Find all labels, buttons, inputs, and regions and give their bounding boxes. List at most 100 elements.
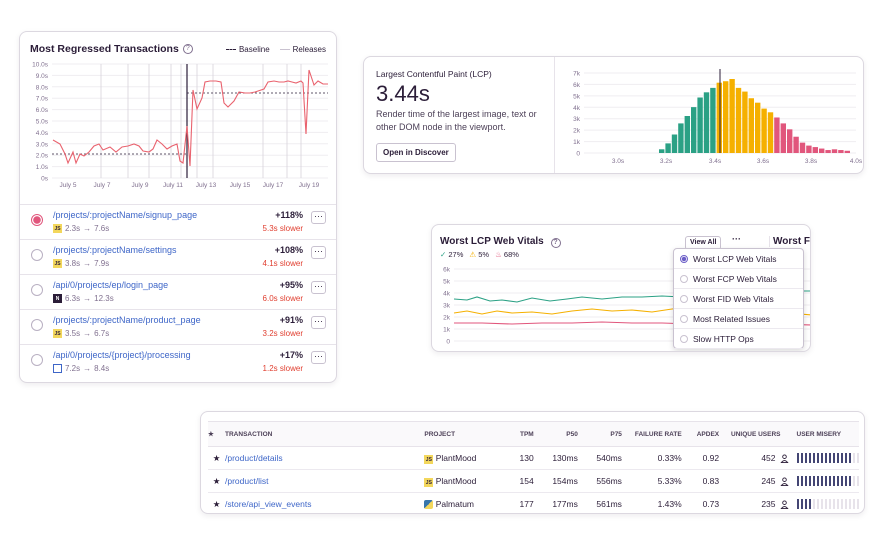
histogram-bar (697, 97, 703, 153)
transaction-name[interactable]: /api/0/projects/{project}/processing (53, 350, 191, 360)
transaction-row[interactable]: /projects/:projectName/signup_page JS 2.3s… (20, 204, 336, 239)
star-icon[interactable]: ★ (208, 469, 226, 493)
select-radio[interactable] (31, 214, 43, 226)
y-tick-label: 1.0s (36, 164, 49, 171)
arrow-right-icon: → (83, 224, 92, 233)
transaction-row[interactable]: /projects/:projectName/product_page JS 3.5… (20, 309, 336, 344)
transaction-link[interactable]: /store/api_view_events (225, 492, 425, 513)
transaction-row[interactable]: /api/0/projects/{project}/processing 7.2s… (20, 344, 336, 379)
star-icon[interactable]: ★ (208, 446, 226, 470)
star-icon[interactable]: ★ (208, 492, 226, 513)
menu-item[interactable]: Most Related Issues (674, 309, 803, 329)
y-tick-label: 6k (443, 267, 451, 274)
transaction-row[interactable]: /projects/:projectName/settings JS 3.8s → 7.… (20, 239, 336, 274)
failure-rate-cell: 0.33% (631, 446, 692, 470)
table-row[interactable]: ★/store/api_view_events Palmatum 177 177ms… (208, 492, 859, 513)
row-menu-button[interactable]: ··· (311, 316, 326, 329)
row-menu-button[interactable]: ··· (311, 351, 326, 364)
lcp-histogram: 7k 6k 5k 4k 3k 2k 1k 0 3.0s 3.2s 3.4s 3.6s 3.8s 4.0s (573, 69, 863, 165)
col-unique-users[interactable]: UNIQUE USERS (729, 421, 791, 447)
lcp-value: 3.44s (376, 81, 430, 106)
y-tick-label: 4.0s (36, 130, 49, 137)
star-header-icon[interactable]: ★ (208, 421, 226, 447)
x-tick-label: July 9 (132, 182, 149, 189)
y-tick-label: 5k (443, 279, 451, 286)
y-tick-label: 2.0s (36, 153, 49, 160)
apdex-cell: 0.83 (691, 469, 730, 493)
regression-percent: +17% (279, 350, 303, 360)
table-row[interactable]: ★/product/details JS PlantMood 130 130ms 540… (208, 446, 859, 470)
col-user-misery[interactable]: USER MISERY (790, 421, 859, 447)
col-transaction[interactable]: TRANSACTION (225, 421, 425, 447)
select-radio[interactable] (31, 354, 43, 366)
user-misery-bar (796, 453, 859, 464)
y-tick-label: 9.0s (36, 73, 49, 80)
series-line (52, 69, 328, 167)
select-radio[interactable] (31, 284, 43, 296)
p50-cell: 154ms (543, 469, 588, 493)
menu-radio (680, 255, 688, 263)
help-icon[interactable]: ? (550, 238, 561, 248)
misery-bar-segment (852, 499, 855, 510)
transaction-name[interactable]: /projects/:projectName/settings (53, 245, 177, 255)
misery-bar-segment (828, 499, 831, 510)
histogram-bar (793, 136, 799, 153)
menu-item[interactable]: Worst LCP Web Vitals (674, 249, 803, 269)
user-misery-bar (796, 476, 859, 487)
menu-item[interactable]: Worst FID Web Vitals (674, 289, 803, 309)
y-tick-label: 7k (573, 71, 581, 78)
regressed-title: Most Regressed Transactions (30, 43, 179, 55)
nextjs-icon: N (53, 294, 62, 303)
user-misery-cell (790, 492, 859, 513)
histogram-bar (787, 129, 793, 153)
more-options-button[interactable]: ··· (732, 234, 741, 244)
col-project[interactable]: PROJECT (424, 421, 501, 447)
misery-bar-segment (804, 453, 807, 464)
col-p50[interactable]: P50 (543, 421, 588, 447)
select-radio[interactable] (31, 249, 43, 261)
menu-radio (680, 295, 688, 303)
col-apdex[interactable]: APDEX (691, 421, 730, 447)
javascript-icon: JS (53, 259, 62, 268)
open-in-discover-button[interactable]: Open in Discover (376, 143, 456, 162)
row-menu-button[interactable]: ··· (311, 211, 326, 224)
x-tick-label: July 13 (196, 182, 217, 189)
histogram-bar (742, 91, 748, 153)
misery-bar-segment (828, 453, 831, 464)
menu-item-label: Worst LCP Web Vitals (693, 254, 777, 264)
col-failure-rate[interactable]: FAILURE RATE (631, 421, 692, 447)
menu-item[interactable]: Slow HTTP Ops (674, 329, 803, 349)
menu-item[interactable]: Worst FCP Web Vitals (674, 269, 803, 289)
transaction-link[interactable]: /product/details (225, 446, 425, 470)
help-icon[interactable]: ? (182, 44, 193, 54)
misery-bar-segment (832, 476, 835, 487)
y-tick-label: 0 (446, 339, 450, 346)
transaction-name[interactable]: /projects/:projectName/product_page (53, 315, 201, 325)
misery-bar-segment (808, 499, 811, 510)
unique-users-cell: 452 (729, 446, 791, 470)
misery-bar-segment (848, 499, 851, 510)
col-tpm[interactable]: TPM (500, 421, 544, 447)
table-row[interactable]: ★/product/list JS PlantMood 154 154ms 556ms 5… (208, 469, 859, 493)
col-p75[interactable]: P75 (587, 421, 632, 447)
tpm-cell: 154 (500, 469, 544, 493)
transaction-name[interactable]: /projects/:projectName/signup_page (53, 210, 198, 220)
row-menu-button[interactable]: ··· (311, 246, 326, 259)
misery-bar-segment (820, 453, 823, 464)
unique-users-cell: 235 (729, 492, 791, 513)
user-icon (779, 477, 789, 487)
javascript-icon: JS (424, 454, 434, 464)
misery-bar-segment (856, 499, 859, 510)
select-radio[interactable] (31, 319, 43, 331)
transaction-row[interactable]: /api/0/projects/ep/login_page N 6.3s → 12.3s… (20, 274, 336, 309)
y-tick-label: 0s (41, 176, 49, 183)
transaction-link[interactable]: /product/list (225, 469, 425, 493)
row-menu-button[interactable]: ··· (311, 281, 326, 294)
misery-bar-segment (840, 499, 843, 510)
apdex-cell: 0.92 (691, 446, 730, 470)
misery-bar-segment (844, 499, 847, 510)
transaction-name[interactable]: /api/0/projects/ep/login_page (53, 280, 169, 290)
project-cell: JS PlantMood (424, 469, 501, 493)
y-tick-label: 1k (443, 327, 451, 334)
misery-bar-segment (824, 453, 827, 464)
